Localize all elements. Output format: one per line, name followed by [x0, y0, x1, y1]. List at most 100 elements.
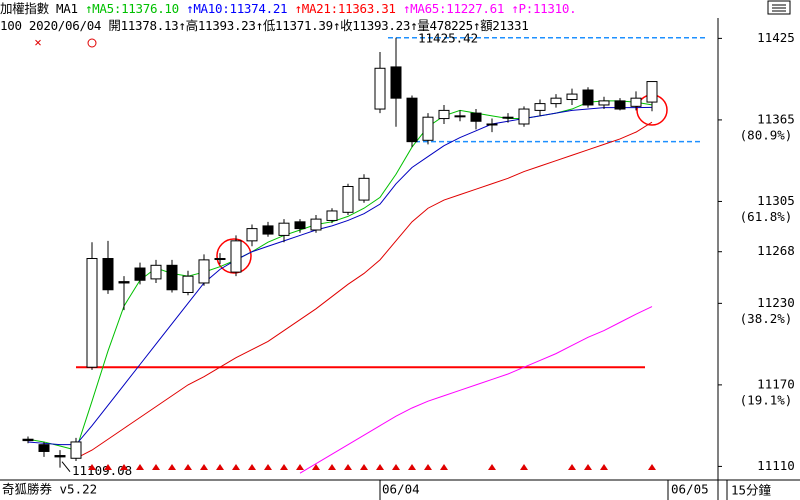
fib-label: (38.2%): [740, 311, 793, 326]
y-tick-label: 11365: [757, 111, 795, 126]
candle-body: [550, 97, 562, 105]
header-item: ↑MA5:11376.10: [84, 1, 187, 16]
signal-triangle: [392, 464, 400, 470]
signal-triangle: [312, 464, 320, 470]
signal-triangle: [88, 464, 96, 470]
signal-triangle: [104, 464, 112, 470]
signal-triangle: [152, 464, 160, 470]
candle-body: [278, 222, 290, 236]
high-label: 11425.42: [418, 30, 478, 45]
signal-triangle: [296, 464, 304, 470]
header-item: ↑MA21:11363.31: [294, 1, 403, 16]
signal-triangle: [168, 464, 176, 470]
y-tick-label: 11170: [757, 376, 795, 391]
candle-body: [598, 100, 610, 106]
header-item: ↑MA65:11227.61: [402, 1, 512, 16]
candle-body: [502, 116, 514, 119]
candle-body: [326, 210, 338, 221]
fib-label: (80.9%): [740, 127, 793, 142]
candle-body: [230, 240, 242, 273]
signal-triangle: [568, 464, 576, 470]
candle-body: [582, 89, 594, 106]
header-item: 加權指數 MA1: [0, 1, 85, 16]
signal-triangle: [184, 464, 192, 470]
candle-body: [406, 97, 418, 143]
candle-body: [294, 221, 306, 230]
y-tick-label: 11305: [757, 193, 795, 208]
candle-body: [70, 441, 82, 459]
signal-triangle: [408, 464, 416, 470]
circle-icon: [87, 38, 97, 48]
candle-body: [246, 228, 258, 242]
candle-body: [38, 444, 50, 452]
signal-triangle: [584, 464, 592, 470]
header-line2: 100 2020/06/04 開11378.13↑高11393.23↑低1137…: [0, 18, 529, 33]
cross-icon: ×: [34, 35, 42, 50]
y-tick-label: 11425: [757, 30, 795, 45]
signal-triangle: [376, 464, 384, 470]
candle-body: [262, 225, 274, 235]
candle-body: [646, 81, 658, 103]
candle-body: [630, 97, 642, 107]
candle-body: [54, 455, 66, 458]
y-tick-label: 11268: [757, 243, 795, 258]
candle-body: [454, 115, 466, 118]
signal-triangle: [216, 464, 224, 470]
y-tick-label: 11110: [757, 458, 795, 473]
candle-body: [422, 116, 434, 141]
signal-triangle: [424, 464, 432, 470]
candle-body: [118, 281, 130, 284]
header-item: ↑P:11310.: [511, 1, 577, 16]
candle-body: [198, 259, 210, 284]
candle-body: [566, 93, 578, 101]
signal-triangle: [360, 464, 368, 470]
signal-triangle: [328, 464, 336, 470]
signal-triangle: [488, 464, 496, 470]
candle-body: [166, 264, 178, 291]
candle-body: [214, 258, 226, 261]
signal-triangle: [344, 464, 352, 470]
highlight-circle: [216, 238, 252, 274]
signal-triangle: [520, 464, 528, 470]
candle-body: [22, 438, 34, 442]
signal-triangle: [648, 464, 656, 470]
signal-triangle: [200, 464, 208, 470]
candle-body: [182, 275, 194, 293]
candle-body: [390, 66, 402, 99]
next-date: 06/05: [671, 482, 709, 497]
candle-body: [470, 112, 482, 122]
signal-triangle: [120, 464, 128, 470]
fib-label: (19.1%): [740, 392, 793, 407]
y-tick-label: 11230: [757, 295, 795, 310]
signal-triangle: [440, 464, 448, 470]
ma-line: [75, 121, 653, 459]
candle-body: [374, 67, 386, 110]
low-pointer: [61, 461, 71, 472]
signal-triangle: [136, 464, 144, 470]
candle-body: [134, 267, 146, 281]
x-tick-label: 06/04: [382, 482, 420, 497]
candle-body: [518, 108, 530, 125]
candle-body: [310, 218, 322, 231]
candle-body: [150, 264, 162, 280]
low-label: 11109.08: [72, 463, 132, 478]
candle-body: [486, 123, 498, 126]
fib-label: (61.8%): [740, 209, 793, 224]
ma-line: [299, 306, 653, 474]
candle-body: [342, 185, 354, 213]
ma-line: [27, 106, 653, 446]
candle-body: [614, 100, 626, 110]
candle-body: [102, 258, 114, 291]
candle-body: [438, 109, 450, 120]
ma-line: [27, 100, 653, 451]
signal-triangle: [248, 464, 256, 470]
signal-triangle: [232, 464, 240, 470]
brand: 奇狐勝券 v5.22: [2, 482, 97, 497]
candle-body: [534, 103, 546, 111]
header-item: ↑MA10:11374.21: [186, 1, 295, 16]
signal-triangle: [600, 464, 608, 470]
header-line1: 加權指數 MA1 ↑MA5:11376.10 ↑MA10:11374.21 ↑M…: [0, 0, 764, 17]
period: 15分鐘: [731, 483, 772, 498]
